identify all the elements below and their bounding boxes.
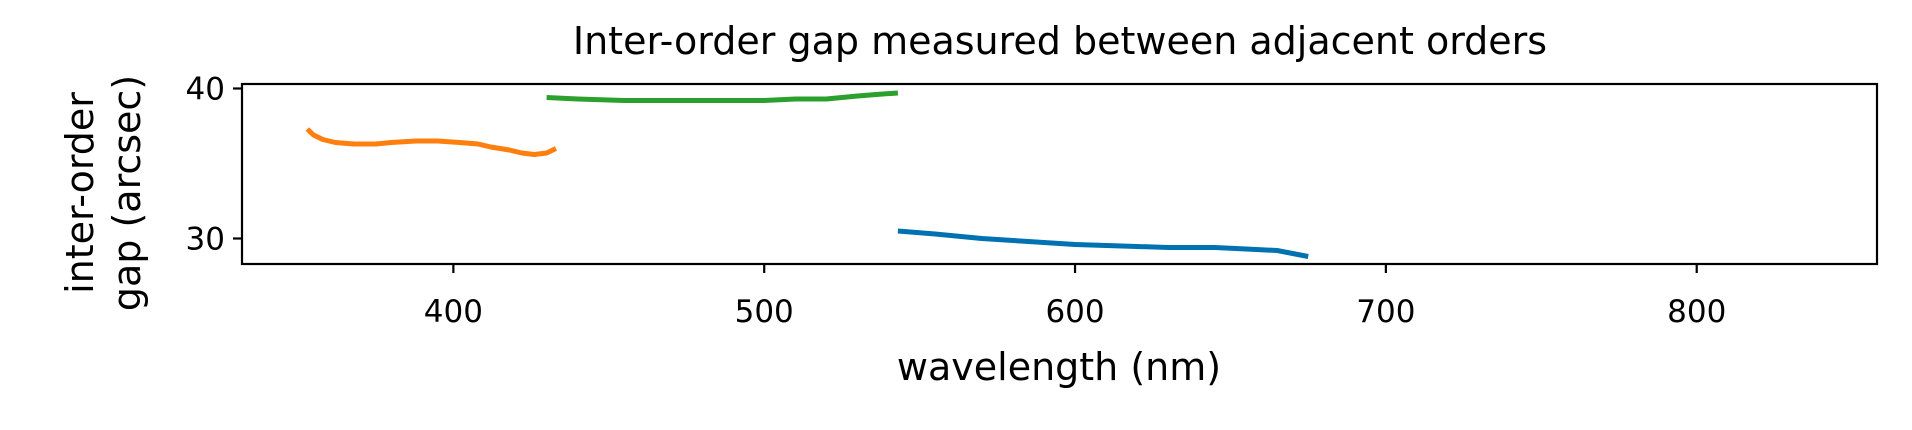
y-axis-label: inter-order gap (arcsec) [58,75,149,311]
x-axis-label: wavelength (nm) [897,345,1221,389]
y-axis-label-line-2: gap (arcsec) [105,75,149,311]
plot-frame [240,82,1879,266]
y-axis: 30 40 [186,72,242,258]
x-tick-label-400: 400 [424,294,483,330]
y-tick-label-40: 40 [186,72,225,108]
y-tick-label-30: 30 [186,222,225,258]
series-layer [305,90,1309,259]
chart-title: Inter-order gap measured between adjacen… [573,19,1547,63]
series-line-3 [897,228,1309,259]
series-line-1 [305,127,557,157]
series-line-2 [546,90,899,103]
x-tick-label-700: 700 [1356,294,1415,330]
x-axis: 400 500 600 700 800 [424,264,1726,330]
y-axis-label-line-1: inter-order [58,92,102,294]
x-tick-label-600: 600 [1045,294,1104,330]
x-tick-label-800: 800 [1667,294,1726,330]
x-tick-label-500: 500 [735,294,794,330]
